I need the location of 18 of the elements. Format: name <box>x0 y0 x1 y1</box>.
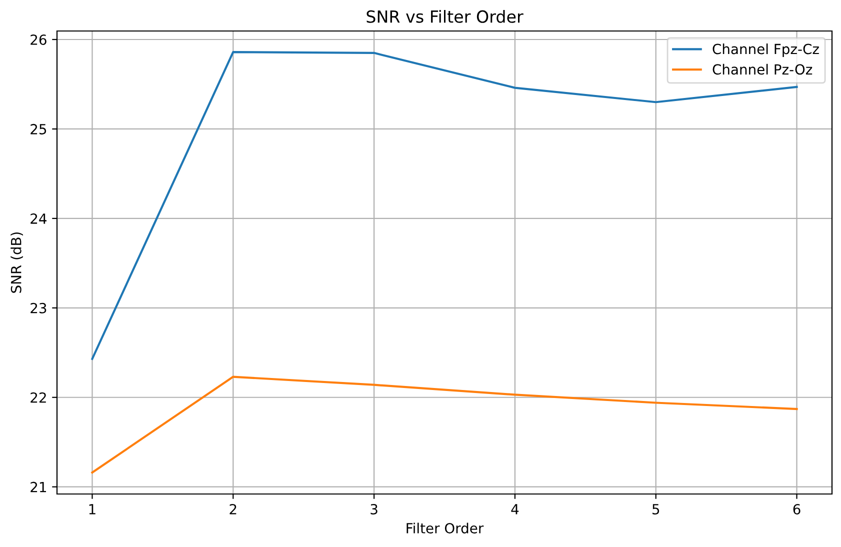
y-tick-label: 26 <box>30 34 46 45</box>
x-tick-label: 3 <box>370 504 378 514</box>
x-tick-label: 4 <box>511 504 519 514</box>
x-tick-label: 5 <box>652 504 660 514</box>
x-tick-label: 2 <box>230 504 236 514</box>
y-tick-label: 22 <box>30 392 46 403</box>
y-tick-label: 23 <box>30 302 46 314</box>
y-axis-title: SNR (dB) <box>10 232 23 293</box>
x-tick-label: 1 <box>89 504 96 514</box>
y-tick-label: 21 <box>30 482 46 492</box>
legend-label: Channel Pz-Oz <box>712 64 812 75</box>
x-axis-title: Filter Order <box>406 522 484 534</box>
chart-title: SNR vs Filter Order <box>366 10 524 23</box>
line-series <box>91 376 798 474</box>
y-tick-label: 25 <box>30 124 46 134</box>
y-tick-label: 24 <box>30 213 46 224</box>
legend-label: Channel Fpz-Cz <box>712 44 819 57</box>
x-tick-label: 6 <box>793 504 800 514</box>
